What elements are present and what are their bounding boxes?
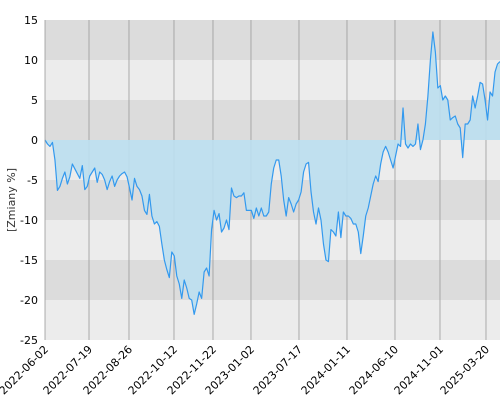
y-tick-label: 5 [31, 94, 38, 107]
y-tick-labels: 15 10 5 0 -5 -10 -15 -20 -25 [20, 14, 38, 347]
y-tick-label: -15 [20, 254, 38, 267]
background-band [45, 60, 500, 100]
y-tick-label: 15 [24, 14, 38, 27]
y-tick-label: -5 [27, 174, 38, 187]
background-band [45, 300, 500, 340]
x-tick-label: 2024-01-11 [299, 343, 353, 397]
x-tick-label: 2023-07-17 [251, 343, 305, 397]
y-tick-label: -10 [20, 214, 38, 227]
background-band [45, 180, 500, 220]
y-tick-label: 10 [24, 54, 38, 67]
y-tick-label: -25 [20, 334, 38, 347]
x-tick-labels: 2022-06-022022-07-192022-08-262022-10-12… [0, 343, 492, 397]
y-tick-label: 0 [31, 134, 38, 147]
background-band [45, 260, 500, 300]
series-line [44, 31, 500, 315]
y-tick-label: -20 [20, 294, 38, 307]
x-tick-label: 2025-03-20 [438, 343, 492, 397]
background-band [45, 20, 500, 60]
background-band [45, 220, 500, 260]
y-axis-label: [Zmiany %] [5, 168, 18, 232]
